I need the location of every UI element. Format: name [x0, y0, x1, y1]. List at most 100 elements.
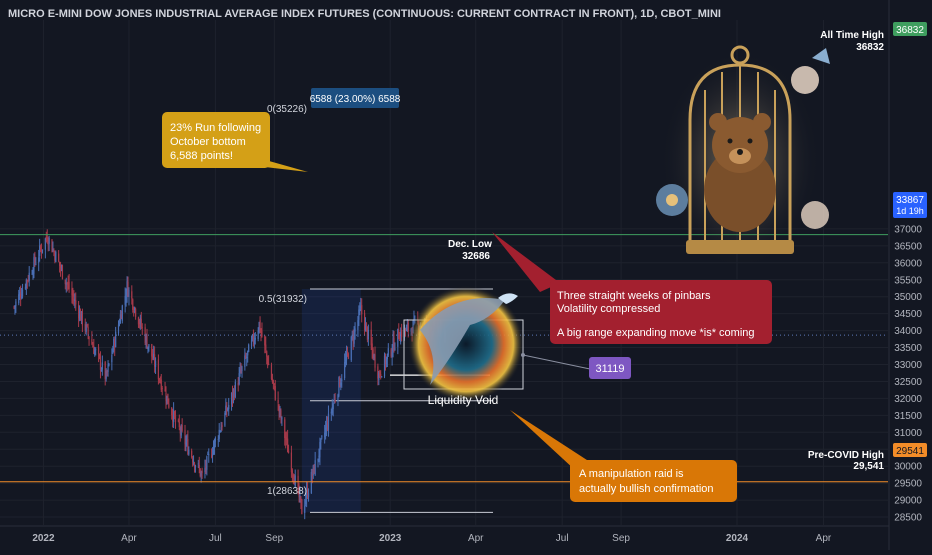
y-tick-label: 36000: [894, 258, 922, 269]
y-tick-label: 31000: [894, 428, 922, 439]
candle-body: [171, 407, 173, 416]
candle-body: [104, 362, 106, 380]
x-tick-label: Apr: [816, 533, 832, 544]
candle-body: [301, 499, 303, 515]
orange-note[interactable]: A manipulation raid is actually bullish …: [510, 410, 737, 502]
candle-body: [46, 237, 48, 242]
target-price-box[interactable]: 31119: [589, 357, 631, 379]
candle-body: [108, 363, 110, 366]
precovid-label: Pre-COVID High: [808, 450, 884, 461]
candle-body: [121, 305, 123, 321]
candle-body: [119, 314, 122, 324]
candle-body: [26, 280, 28, 282]
candle-body: [118, 323, 121, 325]
candle-body: [101, 362, 103, 370]
candle-body: [185, 442, 187, 445]
candle-body: [151, 344, 153, 357]
candle-body: [179, 428, 181, 434]
y-tick-label: 34000: [894, 326, 922, 337]
candle-body: [218, 429, 220, 439]
candle-body: [406, 324, 408, 327]
candle-body: [144, 327, 146, 344]
y-tick-label: 35500: [894, 275, 922, 286]
candle-body: [346, 350, 349, 353]
red-note-line-1: Three straight weeks of pinbars: [557, 290, 711, 302]
candle-body: [291, 470, 293, 474]
candle-body: [337, 395, 339, 402]
candle-body: [139, 317, 141, 324]
candle-body: [24, 287, 27, 289]
candle-body: [384, 356, 387, 365]
candle-body: [105, 371, 107, 379]
candle-body: [92, 345, 94, 348]
candle-body: [199, 468, 201, 477]
candle-body: [257, 330, 259, 339]
candle-body: [244, 355, 246, 367]
candle-body: [245, 356, 247, 358]
candle-body: [314, 460, 316, 475]
candle-body: [258, 321, 260, 332]
ath-value: 36832: [856, 42, 884, 53]
candle-body: [152, 355, 154, 360]
candle-body: [13, 306, 15, 308]
candle-body: [353, 330, 355, 344]
candle-body: [381, 376, 383, 378]
fib-mid-label: 0.5(31932): [259, 294, 307, 305]
x-tick-label: Apr: [121, 533, 137, 544]
candle-body: [339, 378, 341, 388]
candle-body: [31, 273, 33, 275]
candle-body: [99, 356, 102, 370]
candle-body: [387, 348, 389, 356]
candle-body: [80, 311, 83, 321]
x-tick-label: Sep: [265, 533, 283, 544]
candle-body: [370, 329, 372, 346]
candle-body: [219, 431, 221, 433]
candle-body: [15, 301, 17, 307]
candle-body: [113, 338, 115, 351]
candle-body: [293, 480, 295, 485]
candle-body: [78, 311, 81, 320]
candle-body: [201, 470, 203, 474]
candle-body: [266, 351, 268, 357]
candle-body: [59, 261, 61, 266]
candle-body: [350, 336, 352, 361]
candle-body: [194, 465, 197, 468]
candle-body: [340, 382, 342, 386]
fib-bottom-label: 1(28638): [267, 486, 307, 497]
candle-body: [252, 334, 255, 343]
candle-body: [28, 272, 30, 281]
candle-body: [138, 323, 141, 325]
candle-body: [205, 466, 207, 468]
candle-body: [168, 403, 170, 408]
candle-body: [365, 322, 368, 327]
candle-body: [247, 350, 249, 356]
red-note[interactable]: Three straight weeks of pinbars Volatili…: [492, 232, 772, 344]
candle-body: [148, 344, 150, 348]
candle-body: [72, 293, 74, 297]
candle-body: [347, 353, 350, 359]
candle-body: [224, 412, 226, 426]
candle-body: [312, 465, 314, 475]
candle-body: [40, 249, 43, 253]
liquidity-void-label: Liquidity Void: [428, 393, 499, 407]
candle-body: [93, 346, 95, 354]
candle-body: [53, 250, 55, 252]
dec-low-label: Dec. Low: [448, 239, 492, 250]
candle-body: [241, 366, 243, 371]
yellow-note[interactable]: 23% Run following October bottom 6,588 p…: [162, 112, 308, 172]
candle-body: [373, 354, 375, 358]
candle-body: [27, 279, 29, 281]
candle-body: [87, 327, 89, 335]
candle-body: [81, 310, 84, 326]
candle-body: [112, 349, 114, 354]
candle-body: [332, 404, 334, 410]
candle-body: [393, 338, 395, 351]
candle-body: [204, 467, 206, 473]
candle-body: [173, 411, 176, 417]
y-tick-label: 31500: [894, 411, 922, 422]
candle-body: [359, 309, 361, 312]
candle-body: [305, 499, 307, 505]
candle-body: [354, 328, 356, 332]
candle-body: [19, 292, 21, 296]
